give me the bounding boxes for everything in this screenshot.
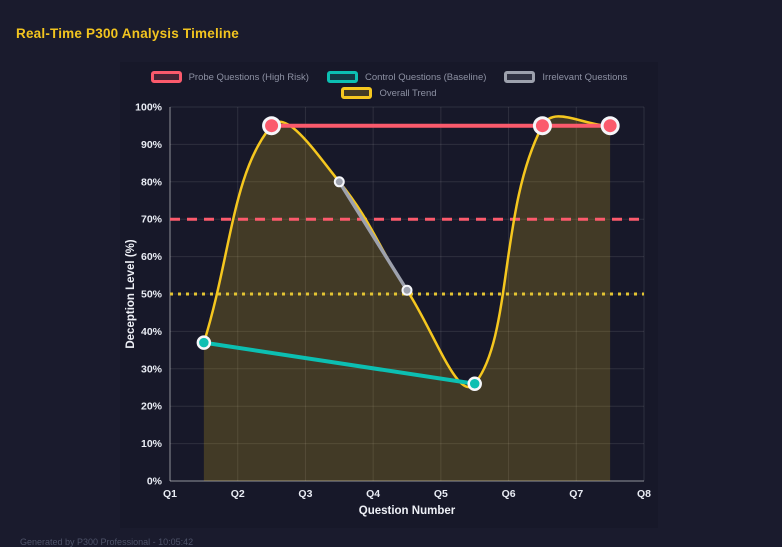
- legend-label-probe: Probe Questions (High Risk): [188, 71, 309, 83]
- chart-panel: Probe Questions (High Risk) Control Ques…: [120, 62, 658, 528]
- series-layer: [170, 115, 644, 481]
- x-axis-title: Question Number: [359, 505, 456, 517]
- irrelevant-legend-swatch-icon: [504, 71, 536, 83]
- svg-text:30%: 30%: [141, 363, 163, 375]
- svg-text:Q6: Q6: [502, 488, 516, 500]
- chart-canvas[interactable]: 0% 10% 20% 30% 40% 50% 60% 70% 80% 90% 100% Q1 Q2 Q3 Q…: [120, 62, 658, 528]
- svg-text:Q3: Q3: [298, 488, 312, 500]
- ticks-layer: 0% 10% 20% 30% 40% 50% 60% 70% 80% 90% 100% Q1 Q2 Q3 Q…: [135, 102, 651, 501]
- svg-text:0%: 0%: [147, 476, 163, 488]
- legend-label-irrelevant: Irrelevant Questions: [542, 71, 628, 83]
- svg-text:50%: 50%: [141, 289, 163, 301]
- svg-text:20%: 20%: [141, 401, 163, 413]
- svg-text:Q7: Q7: [569, 488, 583, 500]
- svg-text:60%: 60%: [141, 251, 163, 263]
- svg-text:70%: 70%: [141, 214, 163, 226]
- page-title: Real-Time P300 Analysis Timeline: [16, 26, 240, 41]
- svg-text:100%: 100%: [135, 102, 163, 114]
- footer-note: Generated by P300 Professional - 10:05:4…: [20, 537, 194, 547]
- svg-text:Q2: Q2: [231, 488, 245, 500]
- svg-text:10%: 10%: [141, 438, 163, 450]
- probe-legend-swatch-icon: [150, 71, 182, 83]
- y-axis-title: Deception Level (%): [125, 239, 137, 348]
- svg-text:40%: 40%: [141, 326, 163, 338]
- svg-text:90%: 90%: [141, 139, 163, 151]
- legend-item-probe[interactable]: Probe Questions (High Risk): [150, 71, 309, 83]
- svg-text:Q4: Q4: [366, 488, 380, 500]
- legend-item-control[interactable]: Control Questions (Baseline): [326, 71, 487, 83]
- svg-text:80%: 80%: [141, 176, 163, 188]
- legend-item-irrelevant[interactable]: Irrelevant Questions: [504, 71, 627, 83]
- legend-label-control: Control Questions (Baseline): [364, 71, 487, 83]
- legend-label-trend: Overall Trend: [379, 87, 437, 99]
- trend-legend-swatch-icon: [341, 87, 373, 99]
- legend-row-2: Overall Trend: [341, 87, 437, 99]
- legend-item-trend[interactable]: Overall Trend: [341, 87, 437, 99]
- chart-legend: Probe Questions (High Risk) Control Ques…: [120, 71, 658, 99]
- control-legend-swatch-icon: [326, 71, 358, 83]
- svg-text:Q5: Q5: [434, 488, 448, 500]
- svg-text:Q8: Q8: [637, 488, 651, 500]
- svg-text:Q1: Q1: [163, 488, 177, 500]
- legend-row-1: Probe Questions (High Risk) Control Ques…: [150, 71, 627, 83]
